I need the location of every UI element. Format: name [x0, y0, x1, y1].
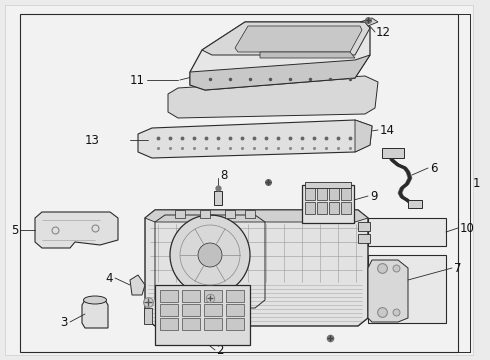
Bar [317, 188, 327, 200]
Bar [182, 290, 200, 302]
Bar [368, 218, 446, 246]
Polygon shape [368, 260, 408, 322]
Bar [160, 304, 178, 316]
Text: 5: 5 [11, 224, 18, 237]
Bar [204, 318, 222, 330]
Circle shape [198, 243, 222, 267]
Polygon shape [202, 22, 370, 55]
Bar [302, 185, 354, 223]
Bar [305, 188, 315, 200]
Polygon shape [168, 76, 378, 118]
Text: 8: 8 [220, 168, 227, 181]
Text: 14: 14 [380, 123, 395, 136]
Polygon shape [35, 212, 118, 248]
Bar [329, 202, 339, 214]
Bar [144, 308, 152, 324]
Bar [225, 210, 235, 218]
Bar [408, 200, 422, 208]
Bar [226, 290, 244, 302]
Bar [358, 222, 370, 231]
Bar [160, 318, 178, 330]
Polygon shape [145, 210, 368, 222]
Bar [245, 210, 255, 218]
Text: 12: 12 [376, 26, 391, 39]
Bar [305, 182, 351, 188]
Bar [329, 188, 339, 200]
Bar [341, 188, 351, 200]
Text: 13: 13 [85, 134, 100, 147]
Text: 3: 3 [61, 315, 68, 328]
Bar [155, 285, 250, 345]
Polygon shape [190, 55, 370, 90]
Polygon shape [360, 18, 378, 26]
Bar [317, 202, 327, 214]
Text: 9: 9 [370, 189, 377, 202]
Bar [214, 191, 222, 205]
Bar [204, 290, 222, 302]
Bar [204, 304, 222, 316]
Bar [200, 210, 210, 218]
Polygon shape [82, 300, 108, 328]
Text: 7: 7 [454, 261, 462, 274]
Text: 6: 6 [430, 162, 438, 175]
Bar [160, 290, 178, 302]
Text: 2: 2 [216, 343, 223, 356]
Bar [341, 202, 351, 214]
Polygon shape [260, 52, 355, 58]
Bar [175, 210, 185, 218]
Circle shape [170, 215, 250, 295]
Polygon shape [235, 26, 362, 52]
Text: 10: 10 [460, 221, 475, 234]
Bar [368, 255, 446, 323]
Text: 11: 11 [130, 73, 145, 86]
Polygon shape [190, 22, 370, 90]
Bar [182, 304, 200, 316]
Polygon shape [130, 275, 145, 295]
Polygon shape [355, 120, 372, 152]
Bar [20, 14, 458, 352]
Polygon shape [138, 120, 372, 158]
Text: 4: 4 [105, 271, 113, 284]
Bar [226, 318, 244, 330]
Polygon shape [145, 210, 368, 326]
Bar [382, 148, 404, 158]
Ellipse shape [83, 296, 106, 304]
Bar [182, 318, 200, 330]
Bar [305, 202, 315, 214]
Bar [358, 234, 370, 243]
Bar [226, 304, 244, 316]
Text: 1: 1 [473, 176, 481, 189]
